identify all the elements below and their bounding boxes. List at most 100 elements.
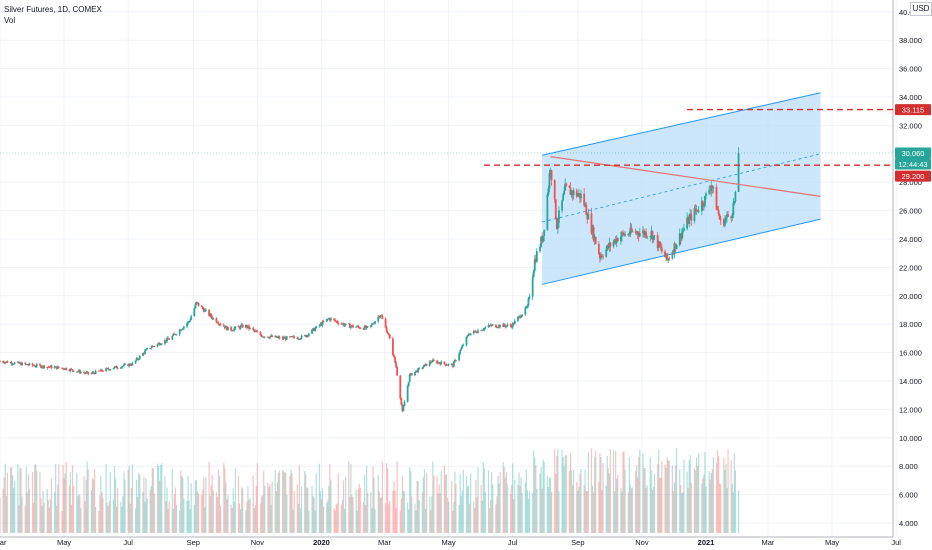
volume-bar [710, 473, 712, 533]
candle-body [636, 231, 639, 235]
candle-body [399, 375, 402, 399]
candle-body [614, 239, 617, 244]
volume-bar [487, 470, 490, 533]
candle-body [231, 330, 234, 332]
volume-bar [562, 456, 564, 533]
candle-body [686, 217, 688, 229]
candle-body [196, 301, 199, 303]
candle-body [680, 232, 683, 240]
volume-bar [627, 492, 629, 533]
candle-body [475, 331, 477, 333]
candle-body [606, 245, 609, 250]
candle-body [594, 236, 597, 245]
candle-body [587, 213, 590, 220]
candle-body [702, 205, 705, 207]
volume-bar [495, 504, 497, 533]
volume-bar [197, 493, 200, 533]
volume-bar [161, 463, 163, 533]
candle-body [423, 364, 426, 367]
candle-body [189, 319, 192, 322]
candle-body [511, 323, 514, 328]
candle-body [643, 230, 645, 236]
volume-bar [504, 478, 506, 533]
candle-body [432, 359, 435, 361]
volume-bar [305, 474, 307, 533]
currency-badge[interactable]: USD [910, 2, 932, 16]
candle-body [715, 187, 718, 210]
volume-bar [601, 490, 603, 533]
candle-body [586, 214, 589, 220]
candle-body [455, 360, 457, 361]
candle-body [531, 277, 534, 297]
volume-bar [65, 461, 67, 533]
candle-body [437, 362, 439, 364]
candle-body [438, 362, 441, 364]
volume-bar [513, 499, 515, 533]
volume-bar [291, 472, 293, 533]
volume-bar [532, 492, 534, 533]
candle-body [197, 302, 200, 306]
candle-body [39, 364, 41, 366]
volume-bar [36, 470, 38, 533]
candle-body [356, 325, 359, 327]
candle-body [525, 307, 528, 309]
candle-body [337, 322, 340, 324]
candle-body [232, 330, 235, 332]
volume-bar [330, 479, 332, 533]
candle-body [190, 316, 193, 320]
volume-bar [701, 483, 703, 533]
candle-body [158, 343, 161, 345]
volume-bar [232, 488, 234, 533]
candle-body [55, 366, 58, 369]
candle-body [609, 242, 612, 247]
candle-body [415, 370, 417, 372]
candle-body [499, 324, 501, 328]
candle-body [269, 336, 271, 339]
candle-body [276, 337, 279, 338]
volume-bar [389, 500, 391, 533]
volume-bar [26, 492, 28, 533]
volume-bar [675, 448, 678, 533]
volume-bar [609, 449, 611, 533]
volume-bar [573, 470, 575, 533]
volume-bar [201, 494, 203, 533]
volume-bar [312, 495, 314, 533]
volume-bar [341, 499, 344, 533]
candle-body [620, 236, 622, 242]
candle-body [533, 259, 536, 271]
candle-body [716, 209, 719, 211]
volume-bar [234, 468, 236, 533]
candle-body [72, 370, 75, 372]
volume-bar [497, 475, 499, 533]
volume-bar [327, 500, 329, 533]
candle-body [31, 363, 34, 366]
candle-body [172, 333, 175, 337]
volume-bar [275, 491, 277, 533]
volume-bar [142, 491, 144, 533]
candle-body [579, 193, 581, 199]
volume-bar [160, 464, 162, 533]
candle-body [208, 309, 210, 316]
candle-body [570, 190, 573, 195]
candle-body [526, 305, 529, 308]
volume-bar [437, 493, 439, 533]
candle-body [179, 329, 182, 331]
candle-body [510, 325, 513, 328]
volume-bar [519, 486, 521, 533]
candle-body [690, 213, 693, 221]
x-tick-label: Jul [123, 538, 133, 547]
candle-body [465, 336, 468, 345]
candle-body [460, 348, 463, 351]
volume-bar [595, 450, 597, 533]
candle-body [297, 338, 300, 340]
candle-body [114, 366, 117, 367]
volume-bar [580, 469, 582, 533]
volume-bar [33, 502, 35, 533]
candle-body [145, 349, 147, 351]
candle-body [277, 336, 280, 338]
candle-body [443, 361, 446, 364]
candle-body [293, 336, 296, 338]
volume-bar [667, 460, 669, 533]
volume-bar [122, 496, 124, 533]
